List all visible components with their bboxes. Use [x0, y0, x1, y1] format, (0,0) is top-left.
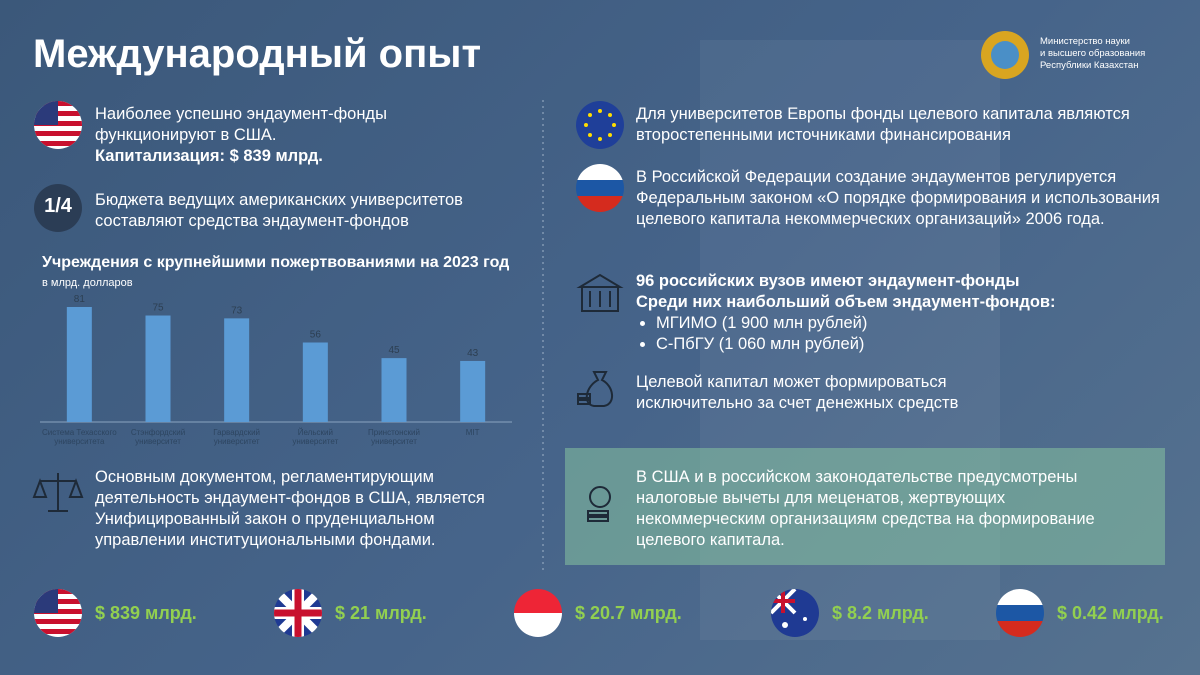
category-label: Принстонский университет	[368, 428, 420, 446]
value-label: 75	[152, 303, 164, 314]
vuz-title: 96 российских вузов имеют эндаумент-фонд…	[636, 272, 1020, 290]
money-text: Целевой капитал может формироваться искл…	[636, 373, 959, 412]
usa-block: Наиболее успешно эндаумент-фонды функцио…	[95, 104, 425, 167]
bar	[460, 360, 486, 422]
amount: $ 839 млрд.	[95, 603, 197, 623]
amount: $ 0.42 млрд.	[1057, 603, 1164, 623]
law-text: Основным документом, регламентирующим де…	[95, 468, 485, 549]
vuz-item: С-ПбГУ (1 060 млн рублей)	[656, 334, 1166, 355]
usa-cap: Капитализация: $ 839 млрд.	[95, 147, 323, 165]
title: Международный опыт	[33, 32, 482, 76]
category-label: Система Техасского университета	[41, 428, 117, 446]
tax-text: В США и в российском законодательстве пр…	[636, 468, 1095, 549]
chart-heading: Учреждения с крупнейшими пожертвованиями…	[42, 253, 512, 293]
value-label: 81	[74, 294, 86, 305]
chart-subtitle: в млрд. долларов	[42, 277, 133, 289]
amount: $ 20.7 млрд.	[575, 603, 682, 623]
vuz-list: МГИМО (1 900 млн рублей) С-ПбГУ (1 060 м…	[636, 313, 1166, 355]
usa-text: Наиболее успешно эндаумент-фонды функцио…	[95, 105, 387, 144]
bar	[224, 318, 250, 422]
category-label: Йельский университет	[292, 428, 339, 446]
ministry-line: и высшего образования	[1040, 48, 1146, 59]
chart-title: Учреждения с крупнейшими пожертвованиями…	[42, 254, 510, 271]
vuz-subtitle: Среди них наибольший объем эндаумент-фон…	[636, 293, 1056, 311]
value-label: 56	[310, 329, 322, 340]
fraction: 1/4	[44, 195, 72, 217]
bar	[381, 358, 407, 422]
amount: $ 8.2 млрд.	[832, 603, 929, 623]
vuz-item: МГИМО (1 900 млн рублей)	[656, 313, 1166, 334]
amount: $ 21 млрд.	[335, 603, 427, 623]
ministry: Министерство науки и высшего образования…	[1040, 36, 1145, 72]
ru-text: В Российской Федерации создание эндаумен…	[636, 168, 1160, 228]
value-label: 45	[388, 345, 400, 356]
bar	[66, 307, 92, 422]
ministry-line: Республики Казахстан	[1040, 60, 1139, 71]
category-label: Стэнфордский университет	[130, 428, 186, 446]
value-label: 73	[231, 305, 243, 316]
bar	[302, 342, 328, 422]
vuz-block: 96 российских вузов имеют эндаумент-фонд…	[636, 271, 1166, 355]
category-label: MIT	[465, 428, 480, 437]
value-label: 43	[467, 348, 479, 359]
eu-text: Для университетов Европы фонды целевого …	[636, 105, 1130, 144]
fraction-text: Бюджета ведущих американских университет…	[95, 191, 463, 230]
bar	[145, 315, 171, 422]
ministry-line: Министерство науки	[1040, 36, 1130, 47]
category-label: Гарвардский университет	[213, 428, 261, 446]
